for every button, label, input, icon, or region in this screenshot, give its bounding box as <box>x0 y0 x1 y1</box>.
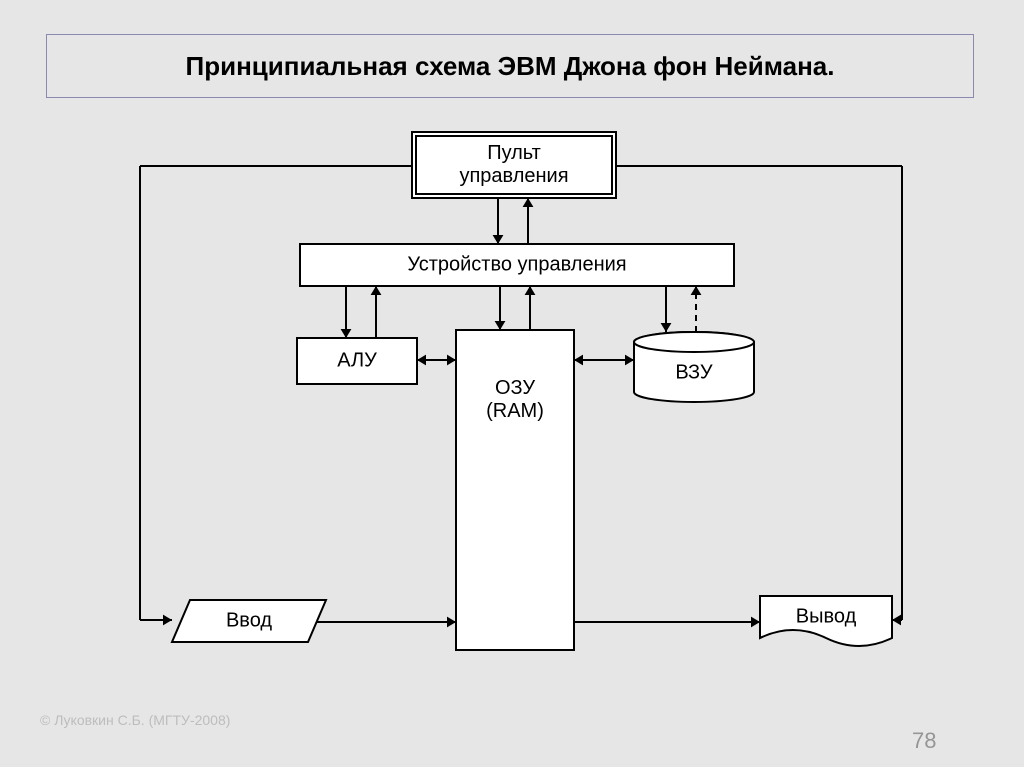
node-storage: ВЗУ <box>634 332 754 402</box>
svg-text:Устройство управления: Устройство управления <box>407 253 626 275</box>
node-input: Ввод <box>172 600 326 642</box>
svg-text:АЛУ: АЛУ <box>337 349 377 371</box>
svg-text:управления: управления <box>459 165 568 187</box>
svg-text:ОЗУ: ОЗУ <box>495 377 535 399</box>
node-console: Пультуправления <box>412 132 616 198</box>
svg-text:Вывод: Вывод <box>796 605 857 627</box>
node-alu: АЛУ <box>297 338 417 384</box>
node-control: Устройство управления <box>300 244 734 286</box>
page-number: 78 <box>912 728 936 754</box>
svg-text:Ввод: Ввод <box>226 609 272 631</box>
svg-text:(RAM): (RAM) <box>486 400 544 422</box>
footer-copyright: © Луковкин С.Б. (МГТУ-2008) <box>40 712 230 728</box>
svg-text:Пульт: Пульт <box>487 142 541 164</box>
von-neumann-diagram: Пультуправления Устройство управления АЛУ О… <box>0 0 1024 767</box>
node-ram: ОЗУ(RAM) <box>456 330 574 650</box>
node-output: Вывод <box>760 596 892 646</box>
svg-text:ВЗУ: ВЗУ <box>675 361 713 383</box>
